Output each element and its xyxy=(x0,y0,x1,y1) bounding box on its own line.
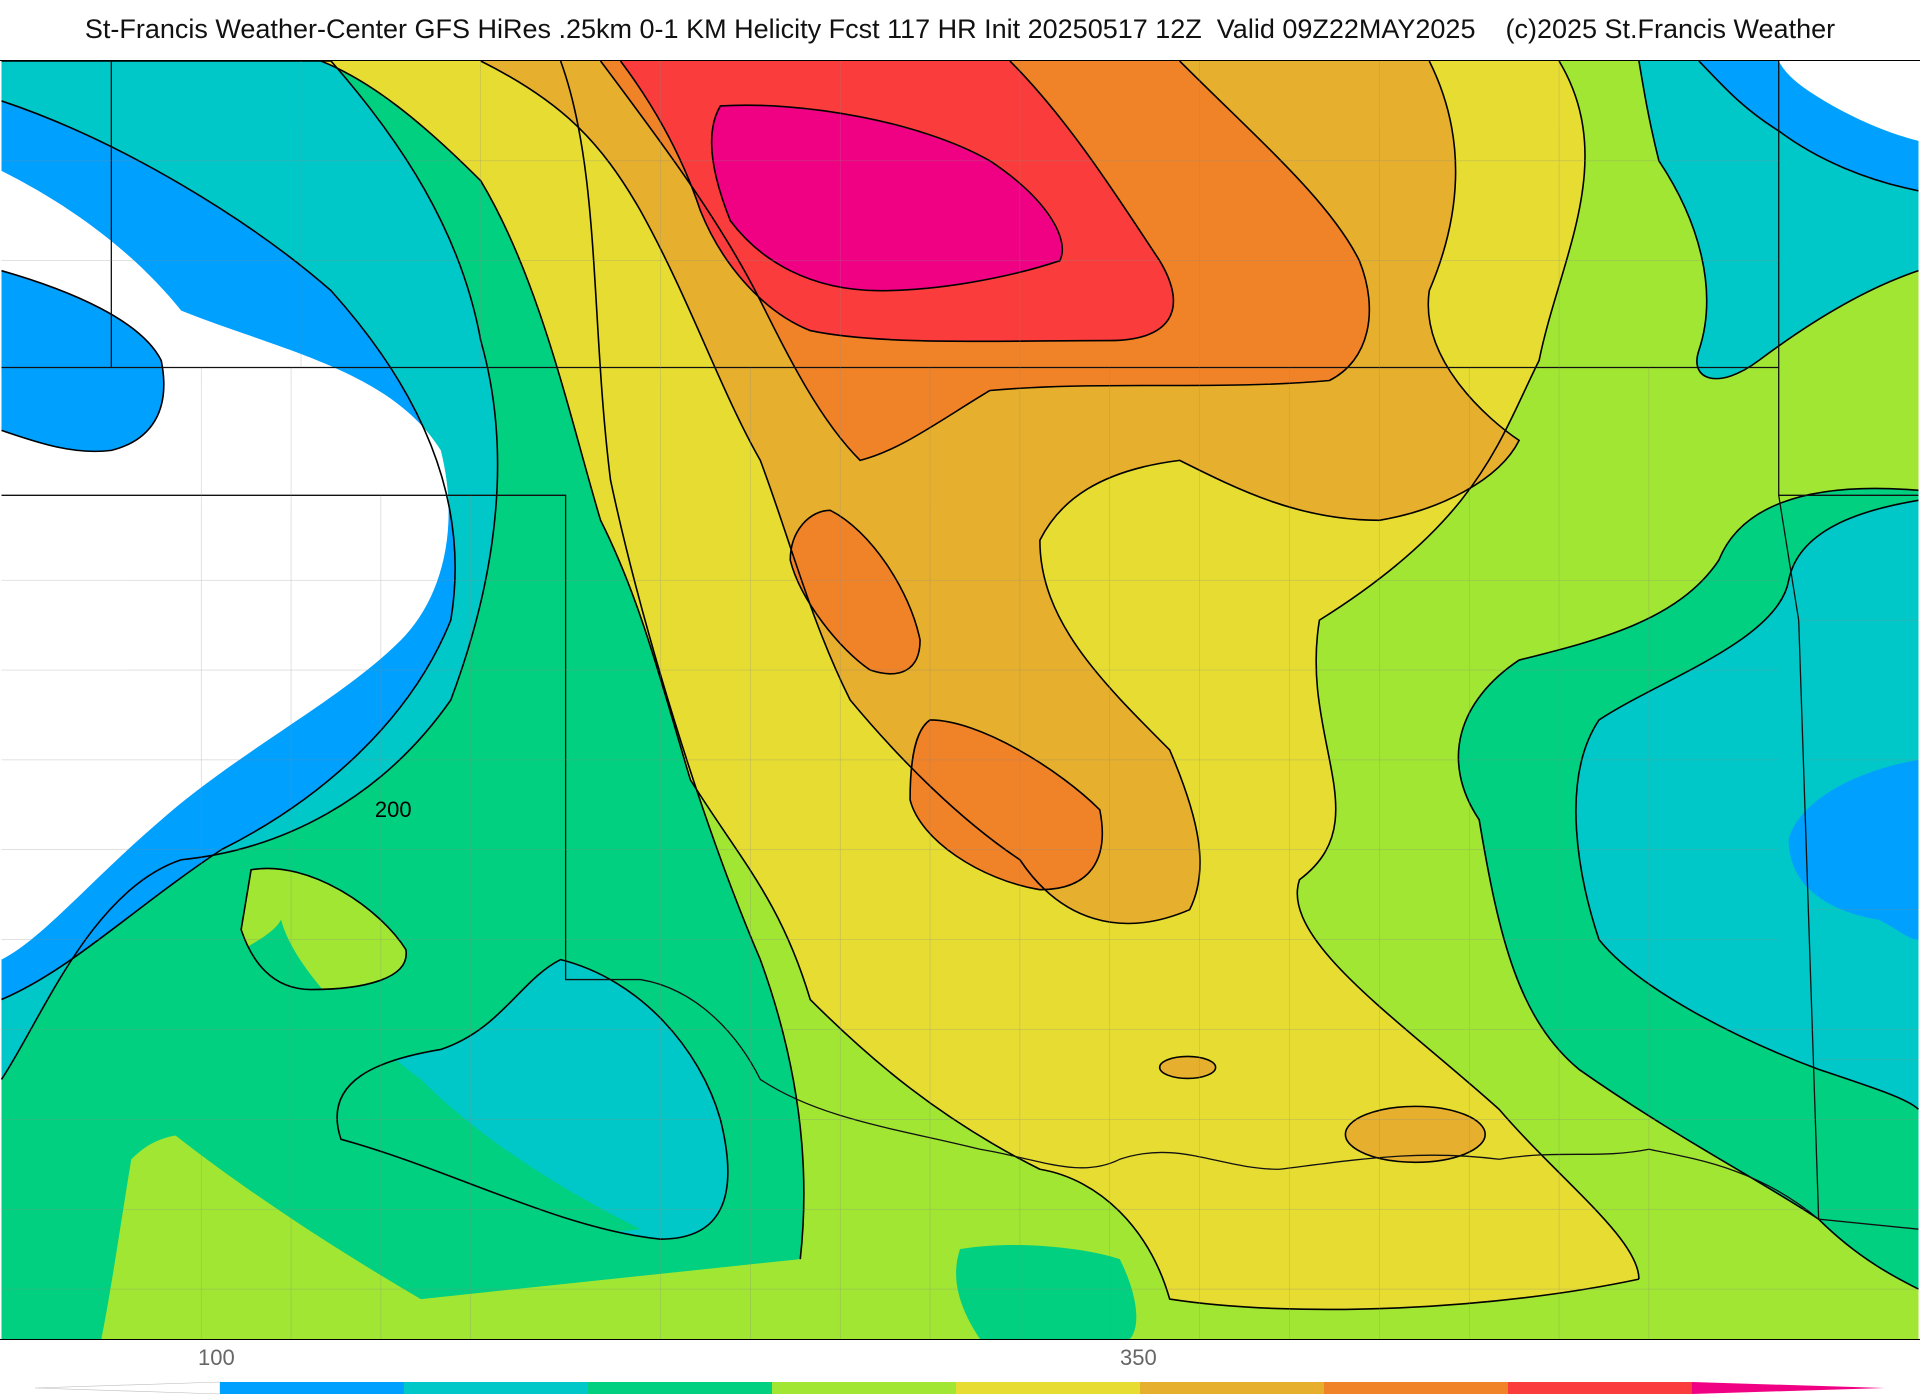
colorbar-segment xyxy=(220,1382,404,1394)
fill-west-blue-inner xyxy=(1,270,164,452)
state-borders xyxy=(1,61,1919,1230)
colorbar-label-100: 100 xyxy=(198,1345,235,1370)
colorbar-label-350: 350 xyxy=(1120,1345,1157,1370)
fill-gold-spot-2 xyxy=(1345,1106,1486,1163)
fill-gold-spot-1 xyxy=(1159,1056,1216,1079)
colorbar-segment xyxy=(956,1382,1140,1394)
chart-title: St-Francis Weather-Center GFS HiRes .25k… xyxy=(84,14,1836,44)
fill-east-blue xyxy=(1788,759,1919,940)
fill-east-cyan xyxy=(1575,500,1919,1110)
colorbar-segment xyxy=(404,1382,588,1394)
colorbar-segment xyxy=(1140,1382,1324,1394)
colorbar-arrow-low xyxy=(34,1381,221,1395)
colorbar-segment xyxy=(1324,1382,1508,1394)
colorbar-segment xyxy=(588,1382,772,1394)
colorbar-segment xyxy=(772,1382,956,1394)
fill-orange-blob-1 xyxy=(790,510,921,674)
colorbar-segments xyxy=(34,1381,1885,1395)
fill-south-green xyxy=(956,1245,1137,1339)
colorbar-segment xyxy=(1508,1382,1692,1394)
fill-southwest-green xyxy=(1,919,641,1339)
contour-lines xyxy=(0,61,1920,1311)
contour-label-200: 200 xyxy=(375,797,412,822)
helicity-map: 200 xyxy=(0,60,1920,1340)
fill-magenta xyxy=(711,105,1063,291)
fill-ne-white xyxy=(1778,61,1919,141)
colorbar-arrow-high xyxy=(1692,1382,1885,1394)
county-lines xyxy=(1,61,1919,1339)
fill-orange-blob-2 xyxy=(910,719,1103,890)
colorbar xyxy=(34,1381,1885,1395)
